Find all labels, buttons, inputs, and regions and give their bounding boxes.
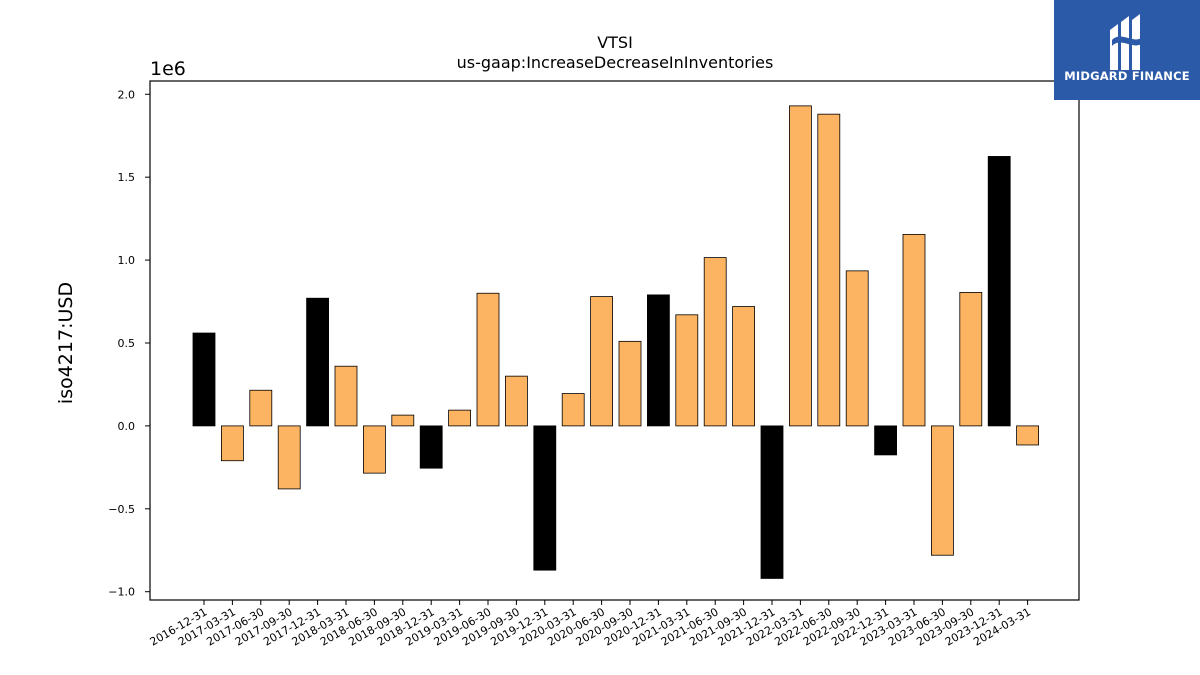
bar-2018-09-30 <box>391 414 415 427</box>
y-offset-label: 1e6 <box>150 58 186 80</box>
y-tick-label: −1.0 <box>108 586 135 599</box>
bar-2021-12-31 <box>760 425 784 579</box>
y-axis-ticks: −1.0 −0.5 0.0 0.5 1.0 1.5 2.0 <box>108 88 150 599</box>
bar-2020-03-31 <box>561 393 585 427</box>
bar-2022-03-31 <box>789 105 812 427</box>
logo-text: MIDGARD FINANCE <box>1064 69 1190 83</box>
x-axis-ticks: 2016-12-312017-03-312017-06-302017-09-30… <box>148 600 1033 649</box>
bar-2020-09-30 <box>618 340 642 427</box>
bar-2023-03-31 <box>902 233 926 427</box>
y-tick-label: 0.0 <box>118 420 136 433</box>
y-tick-label: −0.5 <box>108 503 135 516</box>
bar-2019-03-31 <box>448 409 472 427</box>
y-tick-label: 0.5 <box>118 337 136 350</box>
bar-2022-06-30 <box>817 113 841 427</box>
bar-2021-03-31 <box>675 314 699 427</box>
bar-2016-12-31 <box>192 332 216 427</box>
y-tick-label: 1.5 <box>118 171 136 184</box>
y-tick-label: 1.0 <box>118 254 136 267</box>
bar-2021-06-30 <box>703 257 727 427</box>
bar-2018-06-30 <box>362 425 386 474</box>
chart-title: VTSI <box>597 33 633 52</box>
bar-2017-12-31 <box>306 297 330 427</box>
bar-2020-12-31 <box>647 294 670 427</box>
bar-2021-09-30 <box>732 306 755 427</box>
bar-2019-12-31 <box>533 425 557 571</box>
bar-2022-09-30 <box>845 270 869 427</box>
brand-logo: MIDGARD FINANCE <box>1054 0 1200 100</box>
midgard-logo-icon <box>1110 14 1144 70</box>
y-tick-label: 2.0 <box>118 88 136 101</box>
bar-2017-03-31 <box>220 425 244 462</box>
bar-2017-06-30 <box>249 389 273 427</box>
bar-2023-09-30 <box>959 292 983 427</box>
bar-2019-09-30 <box>504 375 528 427</box>
bar-2022-12-31 <box>874 425 897 456</box>
bar-2023-12-31 <box>987 156 1011 427</box>
y-axis-label: iso4217:USD <box>55 282 77 404</box>
bar-2018-12-31 <box>419 425 443 469</box>
bar-2019-06-30 <box>476 292 500 427</box>
plot-frame <box>149 80 1080 601</box>
bar-2020-06-30 <box>590 296 613 427</box>
bar-2018-03-31 <box>334 365 358 427</box>
bar-2024-03-31 <box>1016 425 1039 446</box>
bar-2023-06-30 <box>931 425 954 556</box>
bars-group <box>192 105 1039 579</box>
chart-subtitle: us-gaap:IncreaseDecreaseInInventories <box>457 53 774 72</box>
bar-2017-09-30 <box>277 425 301 490</box>
